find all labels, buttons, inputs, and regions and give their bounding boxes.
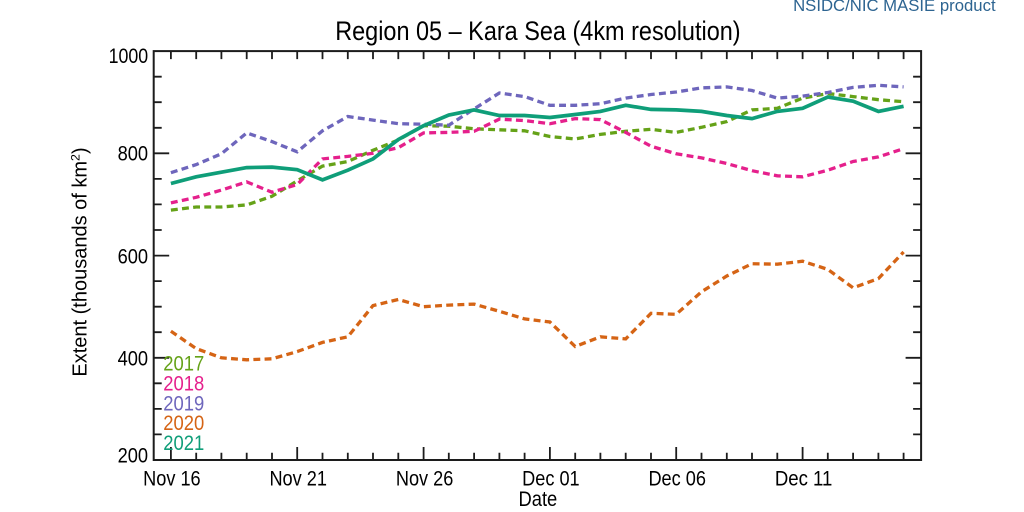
svg-text:Dec 06: Dec 06 [648, 467, 706, 490]
svg-text:800: 800 [118, 142, 149, 165]
svg-text:Region 05 – Kara Sea (4km reso: Region 05 – Kara Sea (4km resolution) [335, 16, 740, 46]
svg-text:Date: Date [519, 488, 558, 511]
svg-text:2018: 2018 [163, 372, 204, 395]
svg-text:Nov 21: Nov 21 [269, 467, 327, 490]
svg-text:Dec 11: Dec 11 [775, 467, 833, 490]
svg-text:NSIDC/NIC MASIE product: NSIDC/NIC MASIE product [793, 0, 996, 15]
svg-text:200: 200 [118, 444, 149, 467]
svg-text:Nov 26: Nov 26 [396, 467, 454, 490]
svg-text:2020: 2020 [163, 412, 204, 435]
svg-text:Dec 01: Dec 01 [522, 467, 580, 490]
svg-text:Nov 16: Nov 16 [143, 467, 201, 490]
svg-text:Extent (thousands of km2): Extent (thousands of km2) [69, 147, 92, 376]
svg-text:2021: 2021 [163, 432, 204, 455]
svg-text:600: 600 [118, 245, 149, 268]
svg-text:2019: 2019 [163, 392, 204, 415]
svg-text:1000: 1000 [109, 45, 149, 68]
svg-text:400: 400 [118, 348, 149, 371]
svg-text:2017: 2017 [163, 352, 204, 375]
